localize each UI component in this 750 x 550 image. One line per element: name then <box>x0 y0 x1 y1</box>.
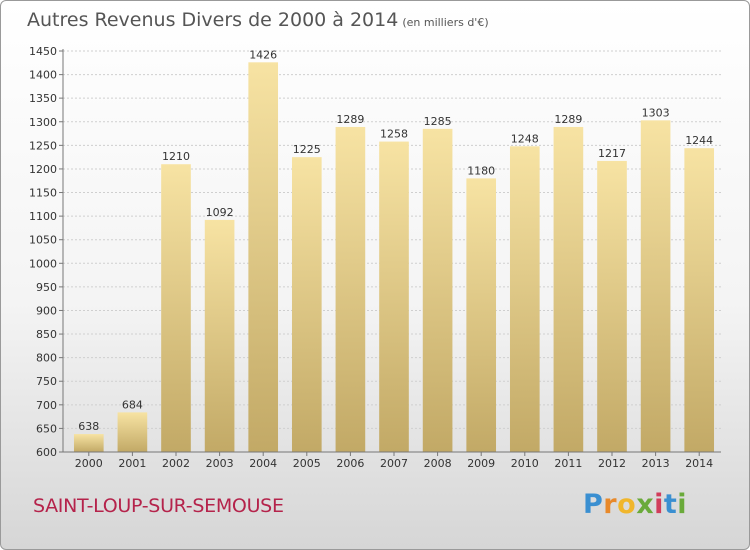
bar <box>117 412 148 452</box>
brand-letter: i <box>677 489 688 520</box>
data-label: 684 <box>122 398 143 411</box>
data-label: 1092 <box>206 206 234 219</box>
y-tick-label: 1000 <box>29 257 57 270</box>
bar <box>553 126 584 453</box>
y-tick-label: 1200 <box>29 163 57 176</box>
y-tick-label: 750 <box>36 375 57 388</box>
x-tick-label: 2010 <box>511 457 539 470</box>
y-tick-label: 1450 <box>29 45 57 58</box>
bar <box>379 141 409 452</box>
x-tick-label: 2009 <box>467 457 495 470</box>
y-tick-label: 650 <box>36 422 57 435</box>
y-tick-label: 1250 <box>29 139 57 152</box>
y-tick-label: 1400 <box>29 69 57 82</box>
x-tick-label: 2004 <box>249 457 277 470</box>
chart-title-unit: (en milliers d'€) <box>402 16 489 29</box>
bar <box>335 126 366 453</box>
y-tick-label: 1300 <box>29 116 57 129</box>
x-tick-label: 2005 <box>293 457 321 470</box>
data-label: 1210 <box>162 150 190 163</box>
bar <box>597 160 627 452</box>
data-label: 1285 <box>424 115 452 128</box>
data-label: 1244 <box>685 134 713 147</box>
bar <box>161 164 191 453</box>
bar <box>204 219 235 452</box>
data-label: 1225 <box>293 143 321 156</box>
bar <box>640 120 671 452</box>
brand-letter: r <box>603 489 618 520</box>
y-tick-label: 800 <box>36 352 57 365</box>
city-name: SAINT-LOUP-SUR-SEMOUSE <box>33 495 284 517</box>
y-axis: 600 650 700 750 800 850 900 950 1000 1050 1100 1150… <box>29 45 64 459</box>
x-axis: 2000 2001 2002 2003 2004 2005 2006 2007 2008 2009… <box>63 451 721 470</box>
brand-letter: i <box>654 489 664 520</box>
data-label: 1258 <box>380 128 408 141</box>
x-tick-label: 2014 <box>685 457 713 470</box>
y-tick-label: 900 <box>36 304 57 317</box>
data-label: 1289 <box>336 113 364 126</box>
x-tick-label: 2000 <box>75 457 103 470</box>
bar <box>248 62 279 452</box>
bar <box>291 157 322 452</box>
y-tick-label: 1150 <box>29 187 57 200</box>
y-tick-label: 850 <box>36 328 57 341</box>
data-label: 638 <box>78 420 99 433</box>
brand-letter: t <box>663 489 678 520</box>
data-label: 1426 <box>249 48 277 61</box>
x-tick-label: 2007 <box>380 457 408 470</box>
bar <box>422 128 453 452</box>
y-tick-label: 1350 <box>29 92 57 105</box>
x-tick-label: 2013 <box>642 457 670 470</box>
y-tick-label: 700 <box>36 399 57 412</box>
data-label: 1248 <box>511 132 539 145</box>
brand-letter: o <box>617 489 637 520</box>
x-tick-label: 2011 <box>554 457 582 470</box>
x-tick-label: 2003 <box>206 457 234 470</box>
brand-letter: P <box>583 489 604 520</box>
chart-title: Autres Revenus Divers de 2000 à 2014 (en … <box>27 9 489 31</box>
y-tick-label: 1100 <box>29 210 57 223</box>
brand-letter: x <box>636 489 655 520</box>
bar <box>73 434 104 452</box>
x-tick-label: 2012 <box>598 457 626 470</box>
x-tick-label: 2002 <box>162 457 190 470</box>
bar <box>684 148 715 452</box>
bars <box>73 62 715 453</box>
data-label: 1180 <box>467 164 495 177</box>
x-tick-label: 2008 <box>424 457 452 470</box>
bar <box>509 146 540 453</box>
data-label: 1217 <box>598 147 626 160</box>
data-labels: 638 684 1210 1092 1426 1225 1289 1258 1285 1180 12… <box>78 48 713 433</box>
x-tick-label: 2001 <box>118 457 146 470</box>
brand-logo: Proxiti <box>583 489 687 523</box>
y-tick-label: 600 <box>36 446 57 459</box>
y-tick-label: 950 <box>36 281 57 294</box>
bar <box>466 178 497 452</box>
data-label: 1289 <box>554 113 582 126</box>
x-tick-label: 2006 <box>336 457 364 470</box>
y-tick-label: 1050 <box>29 234 57 247</box>
chart-title-text: Autres Revenus Divers de 2000 à 2014 <box>27 9 399 31</box>
data-label: 1303 <box>642 106 670 119</box>
